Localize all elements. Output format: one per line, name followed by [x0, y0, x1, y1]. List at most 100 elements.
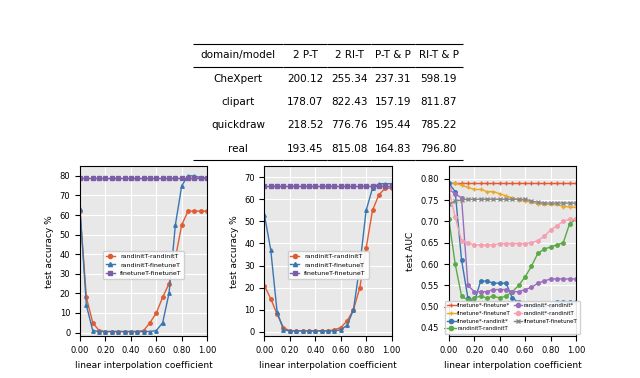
finetune*-finetuneT: [458, 183, 465, 187]
randinitT-finetuneT: [95, 329, 103, 334]
finetune*-finetuneT: [540, 202, 548, 207]
finetune*-finetuneT: [502, 194, 510, 198]
finetune*-randinit*: [502, 281, 510, 285]
finetune*-finetuneT: [464, 185, 472, 190]
Legend: finetune*-finetune*, finetune*-finetuneT, finetune*-randinit*, randinitT-randini: finetune*-finetune*, finetune*-finetuneT…: [445, 301, 580, 334]
finetuneT-finetuneT: [286, 184, 294, 188]
finetuneT-finetuneT: [572, 201, 580, 205]
finetuneT-finetuneT: [324, 184, 332, 188]
finetuneT-finetuneT: [369, 184, 376, 188]
randinitT-finetuneT: [388, 181, 396, 186]
randinit*-randinit*: [502, 287, 510, 292]
randinitT-finetuneT: [121, 329, 129, 334]
finetuneT-finetuneT: [191, 175, 198, 180]
randinitT-finetuneT: [178, 183, 186, 188]
finetune*-randinit*: [547, 304, 554, 309]
finetune*-finetuneT: [477, 187, 484, 192]
randinitT-randinitT: [477, 294, 484, 298]
finetune*-finetuneT: [522, 199, 529, 203]
randinitT-finetuneT: [324, 328, 332, 333]
finetuneT-finetuneT: [502, 197, 510, 201]
randinitT-randinitT: [522, 274, 529, 279]
randinit*-randinitT: [470, 243, 478, 247]
Legend: randinitT-randinitT, randinitT-finetuneT, finetuneT-finetuneT: randinitT-randinitT, randinitT-finetuneT…: [103, 251, 184, 279]
randinit*-randinit*: [458, 196, 465, 200]
randinitT-randinitT: [267, 296, 275, 301]
randinitT-randinitT: [152, 311, 160, 315]
finetuneT-finetuneT: [381, 184, 389, 188]
randinitT-finetuneT: [127, 329, 134, 334]
randinitT-finetuneT: [146, 329, 154, 334]
finetuneT-finetuneT: [312, 184, 319, 188]
Line: randinitT-randinitT: randinitT-randinitT: [447, 218, 578, 302]
randinitT-finetuneT: [312, 328, 319, 333]
finetuneT-finetuneT: [83, 175, 90, 180]
Y-axis label: test accuracy %: test accuracy %: [45, 215, 54, 288]
Y-axis label: test AUC: test AUC: [406, 232, 415, 271]
randinitT-randinitT: [369, 208, 376, 212]
randinit*-randinitT: [509, 241, 516, 246]
randinit*-randinit*: [490, 287, 497, 292]
finetuneT-finetuneT: [197, 175, 205, 180]
randinit*-randinit*: [515, 290, 523, 294]
randinitT-randinitT: [280, 325, 287, 330]
finetune*-finetune*: [477, 181, 484, 185]
Y-axis label: test accuracy %: test accuracy %: [230, 215, 239, 288]
randinitT-finetuneT: [83, 303, 90, 307]
randinitT-randinitT: [502, 294, 510, 298]
finetune*-finetune*: [540, 181, 548, 185]
randinitT-randinitT: [356, 285, 364, 290]
finetuneT-finetuneT: [159, 175, 166, 180]
finetune*-randinit*: [553, 300, 561, 305]
finetuneT-finetuneT: [490, 197, 497, 201]
randinitT-finetuneT: [204, 175, 211, 180]
finetune*-finetuneT: [547, 202, 554, 207]
randinitT-randinitT: [197, 209, 205, 213]
randinit*-randinitT: [490, 243, 497, 247]
randinitT-randinitT: [140, 328, 147, 333]
finetune*-finetuneT: [572, 205, 580, 210]
randinit*-randinit*: [553, 277, 561, 281]
finetune*-finetuneT: [553, 202, 561, 207]
finetuneT-finetuneT: [127, 175, 134, 180]
finetune*-finetune*: [553, 181, 561, 185]
finetune*-finetune*: [572, 181, 580, 185]
randinitT-randinitT: [108, 329, 116, 334]
randinit*-randinitT: [527, 240, 535, 245]
randinitT-randinitT: [381, 186, 389, 191]
randinitT-randinitT: [83, 295, 90, 299]
randinitT-finetuneT: [197, 175, 205, 180]
randinit*-randinitT: [553, 223, 561, 228]
randinitT-randinitT: [305, 328, 313, 333]
finetuneT-finetuneT: [115, 175, 122, 180]
randinit*-randinit*: [547, 277, 554, 281]
randinitT-randinitT: [178, 223, 186, 227]
finetune*-finetune*: [470, 181, 478, 185]
finetuneT-finetuneT: [515, 197, 523, 201]
randinitT-randinitT: [330, 327, 338, 332]
randinitT-randinitT: [388, 186, 396, 191]
finetune*-finetuneT: [470, 187, 478, 192]
randinitT-randinitT: [191, 209, 198, 213]
Legend: randinitT-randinitT, randinitT-finetuneT, finetuneT-finetuneT: randinitT-randinitT, randinitT-finetuneT…: [287, 251, 369, 279]
randinitT-randinitT: [547, 245, 554, 249]
finetune*-randinit*: [559, 300, 567, 305]
finetune*-finetuneT: [509, 196, 516, 200]
randinitT-randinitT: [375, 192, 383, 197]
randinitT-randinitT: [312, 328, 319, 333]
randinit*-randinit*: [464, 283, 472, 288]
randinitT-randinitT: [127, 329, 134, 334]
finetuneT-finetuneT: [470, 197, 478, 201]
finetune*-randinit*: [515, 300, 523, 305]
randinitT-randinitT: [159, 295, 166, 299]
randinitT-finetuneT: [349, 308, 357, 312]
randinitT-finetuneT: [102, 329, 109, 334]
finetune*-randinit*: [483, 279, 491, 284]
randinitT-randinitT: [337, 325, 344, 330]
randinitT-finetuneT: [76, 207, 84, 211]
finetuneT-finetuneT: [172, 175, 179, 180]
finetuneT-finetuneT: [152, 175, 160, 180]
randinit*-randinitT: [515, 241, 523, 246]
finetuneT-finetuneT: [95, 175, 103, 180]
randinitT-randinitT: [527, 264, 535, 268]
